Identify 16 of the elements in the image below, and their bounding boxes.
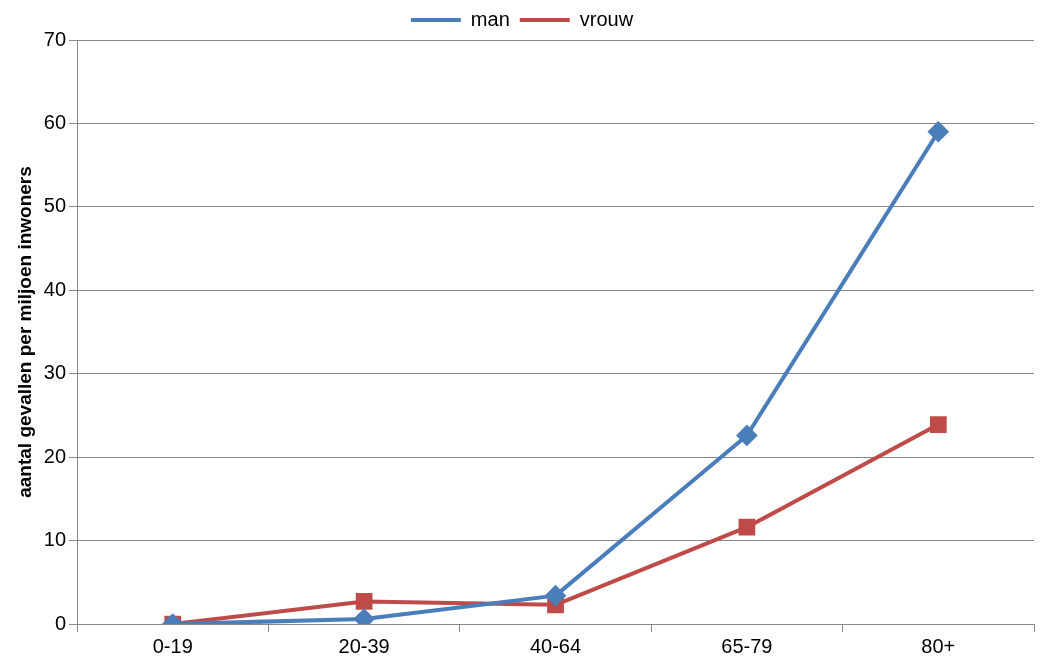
x-tick-label: 40-64 [529,634,582,657]
y-axis-title: aantal gevallen per miljoen inwoners [13,166,35,498]
y-tick-label: 20 [43,444,67,467]
x-tick-label: 65-79 [721,634,773,657]
y-tick-label: 10 [43,528,67,551]
y-tick-label: 50 [43,194,67,217]
y-tick-label: 30 [43,361,67,384]
y-tick-label: 70 [43,27,67,50]
y-tick-label: 40 [43,277,67,300]
legend-label: man [470,7,510,30]
x-tick-label: 0-19 [152,634,193,657]
x-tick-label: 80+ [921,634,956,657]
y-tick-label: 0 [54,611,67,634]
legend-label: vrouw [579,7,634,30]
y-tick-label: 60 [43,110,67,133]
x-tick-label: 20-39 [338,634,390,657]
